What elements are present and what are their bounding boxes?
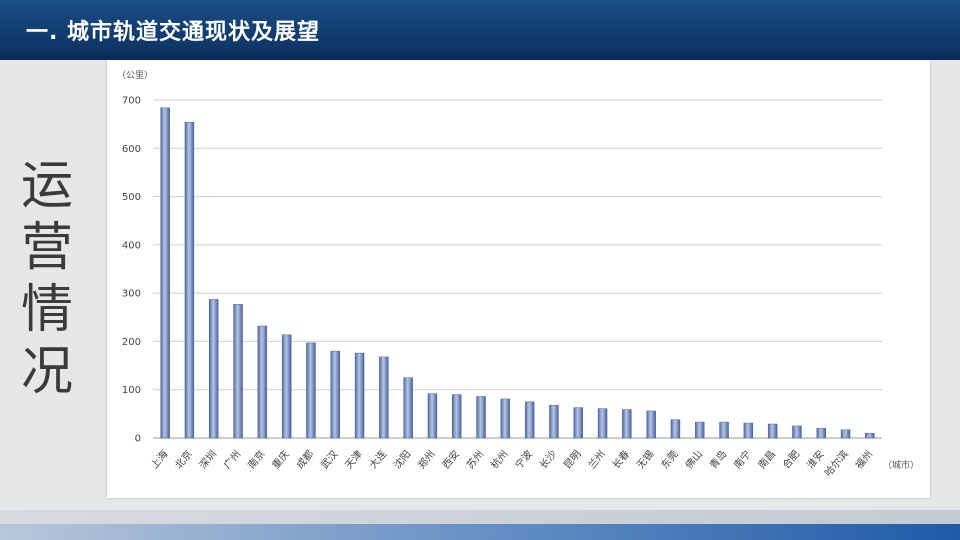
bar-沈阳 [403,377,413,439]
x-tick-label: 广州 [221,448,243,471]
x-tick-label: 无锡 [634,448,657,472]
y-tick-label: 200 [122,337,141,348]
x-tick-label: 兰州 [585,448,608,472]
x-tick-label: 长沙 [537,448,559,471]
y-tick-label: 500 [122,192,141,203]
bar-佛山 [695,421,705,439]
y-tick-label: 100 [122,385,141,396]
bar-重庆 [281,334,292,439]
x-tick-label: 南昌 [755,448,778,472]
bar-无锡 [646,410,656,439]
x-axis-label: （城市） [883,459,919,471]
x-tick-label: 沈阳 [391,448,414,472]
x-tick-label: 深圳 [197,448,219,471]
bar-淮安 [816,428,826,439]
y-tick-label: 700 [122,96,141,107]
x-tick-label: 武汉 [318,448,341,472]
side-vertical-label: 运 营 情 况 [12,155,82,403]
x-tick-label: 淮安 [804,448,827,472]
bar-上海 [160,107,170,439]
bar-成都 [306,342,316,439]
x-tick-label: 重庆 [269,448,292,472]
side-label-char: 运 [20,156,73,216]
bar-哈尔滨 [840,429,851,439]
bar-杭州 [500,398,511,439]
bar-南宁 [743,422,754,439]
x-tick-label: 郑州 [415,448,438,472]
x-tick-label: 佛山 [682,448,705,472]
bar-西安 [452,394,462,439]
x-tick-label: 南宁 [731,448,754,472]
bar-广州 [233,304,243,439]
bar-大连 [379,356,389,439]
x-tick-label: 杭州 [488,448,511,472]
bar-青岛 [719,421,729,439]
bar-长春 [622,409,632,439]
bar-南昌 [767,423,778,439]
side-label-char: 况 [20,342,73,402]
bar-长沙 [549,404,559,439]
x-tick-label: 长春 [610,448,632,471]
x-tick-label: 南京 [245,448,268,472]
bar-苏州 [476,396,486,439]
header-bar: 一. 城市轨道交通现状及展望 [0,0,960,56]
page-title: 一. 城市轨道交通现状及展望 [26,20,321,45]
y-tick-label: 400 [122,240,141,251]
x-tick-label: 北京 [172,448,195,472]
footer-accent-strip [0,524,960,540]
bar-天津 [354,352,365,439]
side-label-char: 营 [20,218,73,278]
bar-chart: （公里） （城市） 0 100 200 300 400 500 600 700 上海 北京 深圳广… [117,70,919,479]
bar-宁波 [524,401,535,439]
bar-北京 [184,122,195,439]
bar-郑州 [427,393,438,439]
y-axis-label: （公里） [117,70,153,81]
y-tick-label: 300 [122,289,141,300]
x-tick-label: 哈尔滨 [822,448,851,479]
x-tick-label: 合肥 [779,448,802,472]
x-tick-label: 西安 [439,448,462,472]
x-tick-label: 青岛 [707,448,730,472]
bar-昆明 [573,407,583,439]
x-tick-label: 上海 [148,448,171,472]
x-tick-label: 昆明 [561,448,583,471]
y-tick-label: 600 [122,144,141,155]
bar-福州 [865,432,875,439]
bar-武汉 [330,350,340,439]
bar-深圳 [209,299,219,439]
bar-合肥 [792,425,802,439]
bar-东莞 [670,419,681,439]
x-tick-label: 成都 [294,448,316,471]
bar-兰州 [597,408,608,439]
y-tick-label: 0 [135,434,141,445]
header-divider [0,56,960,60]
x-tick-label: 天津 [343,448,365,471]
chart-panel: （公里） （城市） 0 100 200 300 400 500 600 700 上海 北京 深圳广… [107,60,930,498]
x-tick-label: 福州 [852,448,875,472]
x-tick-label: 大连 [366,448,389,472]
x-tick-label: 苏州 [464,448,487,472]
x-tick-label: 东莞 [658,448,681,472]
x-tick-label: 宁波 [512,448,535,472]
side-label-char: 情 [20,280,73,340]
bar-南京 [257,325,268,439]
